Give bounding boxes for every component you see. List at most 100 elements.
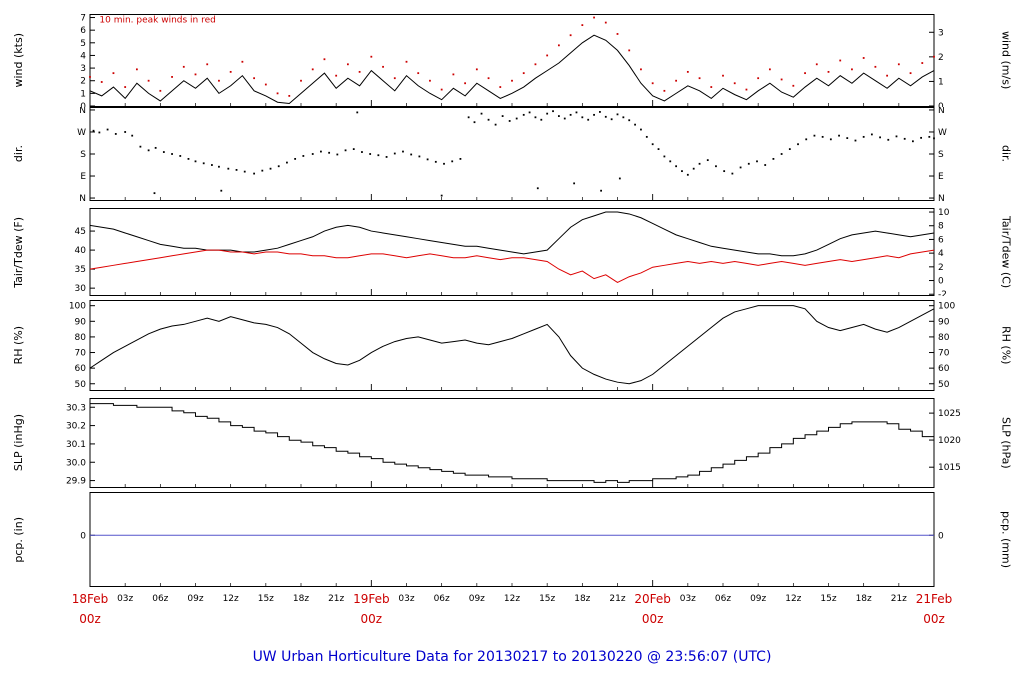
direction-right-axis-label: dir. <box>999 145 1013 163</box>
svg-text:30.0: 30.0 <box>66 458 86 468</box>
humidity-left-axis-label: RH (%) <box>11 326 25 365</box>
svg-text:90: 90 <box>75 317 87 327</box>
svg-text:0: 0 <box>938 531 944 541</box>
svg-text:6: 6 <box>80 26 86 36</box>
svg-text:80: 80 <box>938 333 950 343</box>
svg-text:21z: 21z <box>609 594 625 604</box>
svg-text:5: 5 <box>80 39 86 49</box>
chart-title: UW Urban Horticulture Data for 20130217 … <box>252 649 772 665</box>
svg-text:09z: 09z <box>750 594 766 604</box>
temperature-right-axis-label: Tair/Tdew (C) <box>999 215 1013 289</box>
svg-text:0: 0 <box>80 102 86 107</box>
svg-text:00z: 00z <box>79 612 101 626</box>
svg-text:15z: 15z <box>258 594 274 604</box>
svg-text:0: 0 <box>80 531 86 541</box>
direction-panel: dir. N E S W N N E S W N dir. <box>0 107 1024 201</box>
svg-text:3: 3 <box>938 28 944 38</box>
svg-text:0: 0 <box>938 277 944 287</box>
svg-text:20Feb: 20Feb <box>634 592 671 606</box>
pressure-chart: 29.9 30.0 30.1 30.2 30.3 1015 1020 1025 <box>66 398 961 488</box>
svg-text:N: N <box>79 107 86 116</box>
svg-text:40: 40 <box>75 246 87 256</box>
svg-text:12z: 12z <box>785 594 801 604</box>
svg-text:30.2: 30.2 <box>66 422 86 432</box>
svg-text:09z: 09z <box>469 594 485 604</box>
svg-text:06z: 06z <box>152 594 168 604</box>
svg-text:06z: 06z <box>434 594 450 604</box>
svg-text:1: 1 <box>938 77 944 87</box>
svg-text:1020: 1020 <box>938 436 961 446</box>
svg-text:30: 30 <box>75 284 87 294</box>
svg-text:12z: 12z <box>504 594 520 604</box>
svg-text:09z: 09z <box>187 594 203 604</box>
svg-text:03z: 03z <box>117 594 133 604</box>
temperature-panel: Tair/Tdew (F) 30 35 40 45 -2 0 2 4 6 8 10 Tair/Tde… <box>0 208 1024 296</box>
wind-right-axis-label: wind (m/s) <box>999 31 1013 90</box>
wind-left-axis-label: wind (kts) <box>11 33 25 88</box>
precipitation-left-axis-label: pcp. (in) <box>11 516 25 563</box>
svg-text:03z: 03z <box>398 594 414 604</box>
svg-text:10 min. peak winds in red: 10 min. peak winds in red <box>99 16 216 26</box>
precipitation-right-axis-label: pcp. (mm) <box>999 510 1013 569</box>
svg-text:18z: 18z <box>293 594 309 604</box>
svg-text:19Feb: 19Feb <box>353 592 390 606</box>
svg-text:80: 80 <box>75 333 87 343</box>
svg-text:6: 6 <box>938 235 944 245</box>
svg-text:21z: 21z <box>891 594 907 604</box>
svg-text:06z: 06z <box>715 594 731 604</box>
svg-text:0: 0 <box>938 102 944 107</box>
svg-text:2: 2 <box>938 263 944 273</box>
x-axis-ticks: 03z 06z 09z 12z 15z 18z 21z 03z 06z 09z 12z 15z 18z 2… <box>72 592 953 626</box>
svg-text:00z: 00z <box>642 612 664 626</box>
svg-text:W: W <box>938 128 947 138</box>
svg-text:30.3: 30.3 <box>66 403 86 413</box>
svg-text:2: 2 <box>80 77 86 87</box>
temperature-left-axis-label: Tair/Tdew (F) <box>11 216 25 288</box>
svg-text:00z: 00z <box>923 612 945 626</box>
svg-text:21z: 21z <box>328 594 344 604</box>
svg-text:2: 2 <box>938 53 944 63</box>
svg-text:60: 60 <box>75 364 87 374</box>
svg-text:N: N <box>79 194 86 201</box>
svg-text:1015: 1015 <box>938 463 961 473</box>
svg-text:S: S <box>938 150 944 160</box>
svg-text:N: N <box>938 194 945 201</box>
svg-text:4: 4 <box>80 51 86 61</box>
svg-text:45: 45 <box>75 227 86 237</box>
svg-text:03z: 03z <box>680 594 696 604</box>
svg-text:N: N <box>938 107 945 116</box>
svg-text:90: 90 <box>938 317 950 327</box>
wind-panel: wind (kts) 0 1 2 3 4 5 6 7 0 1 2 3 10 min. peak wind… <box>0 14 1024 107</box>
pressure-panel: SLP (inHg) 29.9 30.0 30.1 30.2 30.3 1015 1020 1… <box>0 398 1024 488</box>
svg-text:10: 10 <box>938 208 950 218</box>
svg-text:18z: 18z <box>574 594 590 604</box>
svg-text:50: 50 <box>938 380 950 390</box>
humidity-chart: 50 60 70 80 90 100 50 60 70 80 90 100 <box>69 300 955 391</box>
svg-text:12z: 12z <box>223 594 239 604</box>
svg-text:29.9: 29.9 <box>66 477 86 487</box>
svg-text:W: W <box>77 128 86 138</box>
svg-text:8: 8 <box>938 222 944 232</box>
pressure-left-axis-label: SLP (inHg) <box>11 414 25 472</box>
svg-text:E: E <box>938 172 944 182</box>
temperature-chart: 30 35 40 45 -2 0 2 4 6 8 10 <box>75 208 950 296</box>
svg-text:18z: 18z <box>856 594 872 604</box>
svg-text:-2: -2 <box>938 290 947 296</box>
svg-text:1: 1 <box>80 89 86 99</box>
svg-text:100: 100 <box>69 302 86 312</box>
svg-text:21Feb: 21Feb <box>916 592 953 606</box>
svg-text:00z: 00z <box>361 612 383 626</box>
svg-text:60: 60 <box>938 364 950 374</box>
svg-text:70: 70 <box>938 349 950 359</box>
svg-text:E: E <box>80 172 86 182</box>
svg-text:35: 35 <box>75 265 86 275</box>
wind-chart: 0 1 2 3 4 5 6 7 0 1 2 3 10 min. peak winds in red <box>80 14 944 107</box>
svg-text:3: 3 <box>80 64 86 74</box>
pressure-right-axis-label: SLP (hPa) <box>999 417 1013 469</box>
svg-text:4: 4 <box>938 249 944 259</box>
x-axis-labels: 03z 06z 09z 12z 15z 18z 21z 03z 06z 09z 12z 15z 18z 2… <box>0 589 1024 635</box>
svg-text:18Feb: 18Feb <box>72 592 109 606</box>
